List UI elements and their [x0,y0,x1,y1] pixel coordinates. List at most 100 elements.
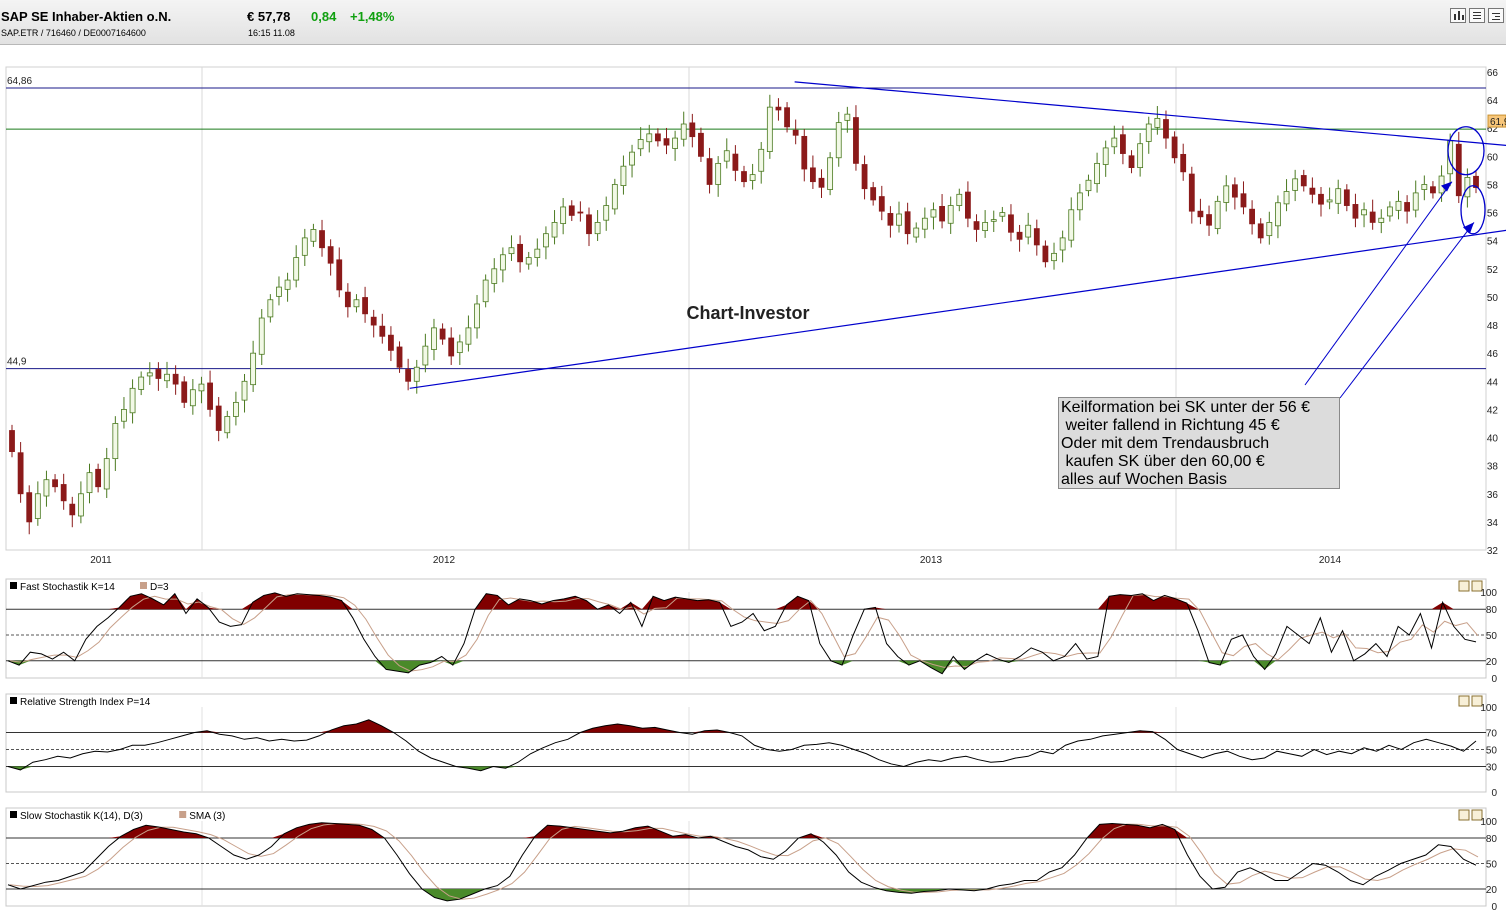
panel-close-button[interactable] [1471,695,1483,707]
candle-body [680,123,687,140]
level-label: 64,86 [7,76,32,87]
legend-label: Fast Stochastik K=14 [20,582,115,593]
candle-body [809,167,816,183]
candle-body [663,138,670,146]
bar-chart-icon[interactable] [1450,8,1466,23]
candle-body [301,237,308,256]
oversold-fill [8,766,519,771]
y-tick-label: 100 [1480,588,1497,599]
panel-settings-button[interactable] [1458,580,1470,592]
candle-body [1352,204,1359,219]
candle-body [878,196,885,212]
candle-body [646,133,653,143]
breakout-circle [1447,126,1485,176]
panel-close-button[interactable] [1471,809,1483,821]
settings-icon[interactable] [1488,8,1504,23]
legend-swatch [10,697,17,704]
candle-body [172,373,179,385]
oversold-fill [8,660,1276,674]
candle-body [129,387,136,414]
x-tick-label: 2013 [920,555,943,566]
annotation-line: alles auf Wochen Basis [1061,471,1228,488]
candle-body [698,132,704,157]
candle-body [422,345,429,366]
x-tick-label: 2012 [433,555,456,566]
candle-body [543,233,549,248]
y-tick-label: 50 [1487,293,1499,304]
candle-body [121,409,127,422]
annotation-box: Keilformation bei SK unter der 56 € weit… [1058,397,1340,489]
candle-body [198,383,205,392]
candle-body [52,479,58,488]
x-tick-label: 2011 [90,555,112,566]
candle-body [34,493,41,519]
candle-body [1361,209,1367,216]
candle-body [1171,136,1178,159]
candle-body [9,430,15,452]
candle-body [1386,206,1393,217]
indicator-line [7,719,1477,772]
annotation-arrow [1339,222,1475,399]
candle-body [344,291,351,308]
stock-change-percent: +1,48% [350,9,395,24]
panel-settings-button[interactable] [1458,809,1470,821]
candle-body [155,369,162,379]
legend-swatch [10,582,17,589]
news-icon[interactable] [1469,8,1485,23]
candle-body [741,171,747,183]
panel-settings-button[interactable] [1458,695,1470,707]
annotation-line: kaufen SK über den 60,00 € [1061,453,1265,470]
candle-body [706,158,713,185]
candle-body [1318,193,1324,205]
y-tick-label: 48 [1487,321,1499,332]
level-label: 44,9 [7,357,27,368]
candle-body [999,212,1006,217]
candle-body [568,205,575,216]
y-tick-label: 38 [1487,462,1499,473]
candle-body [1300,175,1307,187]
y-tick-label: 0 [1491,902,1497,913]
candle-body [517,243,523,263]
candle-body [474,303,480,329]
candle-body [1412,192,1419,211]
candle-body [499,254,506,271]
candle-body [1292,178,1299,191]
candle-body [818,177,825,188]
candle-body [732,153,739,171]
candle-body [990,219,997,222]
y-tick-label: 100 [1480,703,1497,714]
candle-body [792,129,799,136]
candle-body [1309,187,1316,195]
annotation-line: Oder mit dem Trendausbruch [1061,435,1270,452]
candle-body [1249,208,1255,225]
arrow-head [1441,181,1452,192]
candle-body [112,423,119,460]
candle-body [1395,200,1402,211]
candle-body [956,193,963,206]
signal-line [9,593,1479,672]
y-tick-label: 52 [1487,265,1499,276]
y-tick-label: 56 [1487,209,1499,220]
indicator-line [7,822,1477,902]
candle-body [1128,155,1135,169]
candle-body [973,221,980,230]
candle-body [921,217,928,230]
candle-body [17,452,24,495]
candle-body [551,222,558,238]
candle-body [1059,237,1066,251]
candle-body [388,334,394,351]
y-tick-label: 34 [1487,518,1499,529]
chart-area: 2011 2012 2013 2014 32 34 36 38 40 42 44 46 48 50 52 54… [5,66,1506,913]
y-tick-label: 80 [1486,834,1498,845]
panel-close-button[interactable] [1471,580,1483,592]
stock-identifiers: SAP.ETR / 716460 / DE0007164600 [1,28,146,38]
candle-body [861,164,868,190]
quote-header: SAP SE Inhaber-Aktien o.N. € 57,78 0,84 … [0,0,1506,45]
y-tick-label: 58 [1487,180,1499,191]
legend-label: Relative Strength Index P=14 [20,697,151,708]
candle-body [1076,192,1083,211]
candle-body [370,316,377,326]
legend-swatch [140,582,147,589]
candle-body [715,162,722,185]
chart-toolbar [1450,8,1504,23]
